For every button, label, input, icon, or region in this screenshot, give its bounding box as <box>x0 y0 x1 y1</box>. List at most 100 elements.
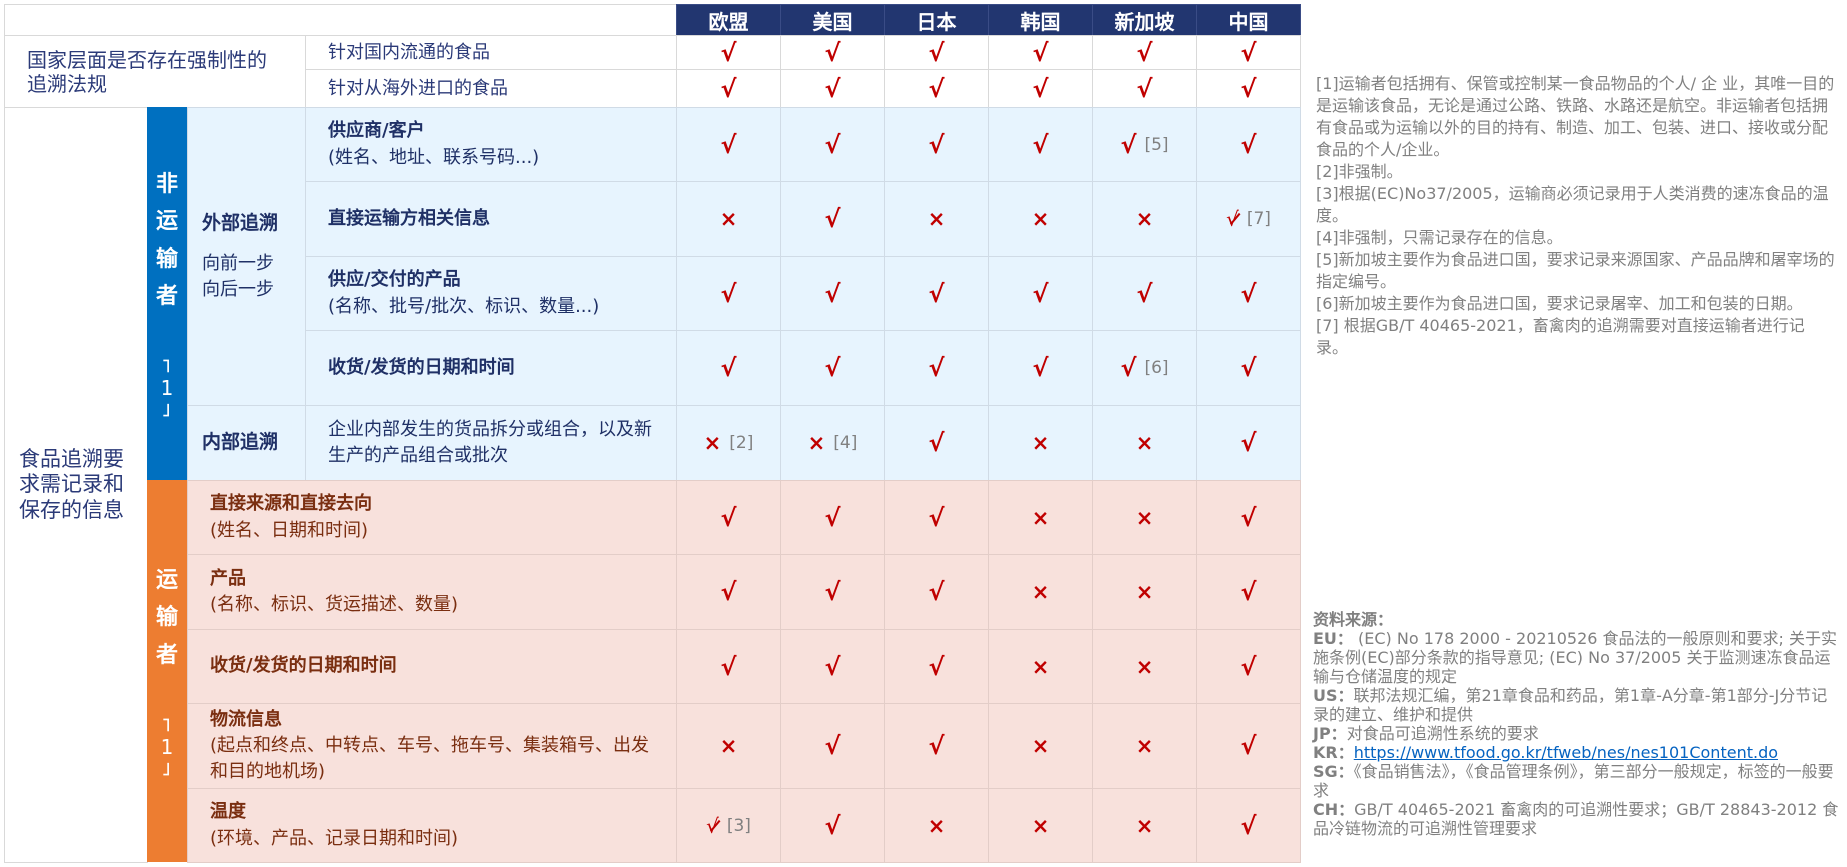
footnote-ref: [4] <box>833 433 858 453</box>
country-label: 欧盟 <box>708 9 749 34</box>
mark-cell: √ <box>988 256 1093 331</box>
footnote: [5]新加坡主要作为食品进口国，要求记录来源国家、产品品牌和屠宰场的指定编号。 <box>1316 250 1835 291</box>
mandatory-label-text: 国家层面是否存在强制性的追溯法规 <box>27 47 267 96</box>
check-icon: √ <box>824 205 841 233</box>
check-icon: √ <box>1136 279 1153 308</box>
cross-icon: × <box>1031 505 1050 530</box>
check-icon: √ <box>1120 130 1137 159</box>
band-ref: 1 <box>160 376 174 401</box>
mark-cell: √ <box>988 35 1093 70</box>
mark-cell: × <box>884 788 989 863</box>
mark-cell: √ <box>1196 330 1301 406</box>
footnote-ref: [7] <box>1246 209 1271 229</box>
check-icon: √ <box>824 503 841 532</box>
source-text: GB/T 40465-2021 畜禽肉的可追溯性要求；GB/T 28843-20… <box>1313 800 1839 838</box>
cross-icon: × <box>927 207 946 231</box>
partial-check-icon: √ <box>1226 207 1239 231</box>
item-detail: (起点和终点、中转点、车号、拖车号、集装箱号、出发和目的地机场) <box>210 734 650 783</box>
mark-cell: √ <box>884 405 989 481</box>
check-icon: √ <box>928 652 945 681</box>
mark-cell: √ <box>1092 69 1197 108</box>
sources: 资料来源： EU： (EC) No 178 2000 - 20210526 食品法… <box>1313 610 1843 838</box>
mark-cell: √ <box>676 69 781 108</box>
non-transporter-row-item: 供应商/客户 (姓名、地址、联系号码...) <box>305 107 677 182</box>
mark-cell: × <box>1092 629 1197 704</box>
mark-cell: √ <box>1196 107 1301 182</box>
check-icon: √ <box>1240 503 1257 532</box>
check-icon: √ <box>720 74 737 103</box>
item-detail: 企业内部发生的货品拆分或组合，以及新生产的产品组合或批次 <box>328 418 652 466</box>
band-label: 非运输者 <box>156 171 179 309</box>
mark-cell: √ <box>988 107 1093 182</box>
source-text: 对食品可追溯性系统的要求 <box>1346 724 1539 743</box>
transporter-row-item: 直接来源和直接去向 (姓名、日期和时间) <box>187 480 677 555</box>
check-icon: √ <box>928 130 945 159</box>
mark-cell: √ <box>780 703 885 789</box>
check-icon: √ <box>928 578 945 606</box>
check-icon: √ <box>1032 354 1049 382</box>
check-icon: √ <box>824 732 841 760</box>
mark-cell: √ <box>1196 788 1301 863</box>
mark-cell: × <box>1092 554 1197 630</box>
country-label: 韩国 <box>1020 9 1061 34</box>
check-icon: √ <box>1032 38 1049 67</box>
mark-cell: × <box>1092 405 1197 481</box>
mark-cell: √ <box>1196 480 1301 555</box>
check-icon: √ <box>928 429 945 457</box>
check-icon: √ <box>720 38 737 67</box>
mark-cell: √ <box>676 629 781 704</box>
check-icon: √ <box>720 354 737 382</box>
footnote: [1]运输者包括拥有、保管或控制某一食品物品的个人/ 企 业，其唯一目的是运输该… <box>1316 74 1835 159</box>
mark-cell: × <box>1092 181 1197 257</box>
check-icon: √ <box>1032 74 1049 103</box>
mark-cell: √ <box>1196 35 1301 70</box>
check-icon: √ <box>928 279 945 308</box>
check-icon: √ <box>824 74 841 103</box>
column-header-1: 美国 <box>780 4 885 36</box>
external-sub: 向前一步 <box>202 253 274 275</box>
country-label: 新加坡 <box>1114 9 1175 34</box>
bracket-close: ⌐ <box>154 760 179 778</box>
check-icon: √ <box>720 652 737 681</box>
mark-cell: √ <box>780 629 885 704</box>
mark-cell: √ <box>780 181 885 257</box>
item-title: 供应/交付的产品 <box>328 269 461 291</box>
mark-cell: √ <box>780 330 885 406</box>
mark-cell: √ [6] <box>1092 330 1197 406</box>
external-trace-label: 外部追溯 向前一步 向后一步 <box>187 107 306 406</box>
cross-icon: × <box>1135 654 1154 679</box>
cross-icon: × <box>1135 734 1154 758</box>
outer-label: 食品追溯要求需记录和保存的信息 <box>4 107 148 863</box>
external-sub: 向后一步 <box>202 279 274 301</box>
mark-cell: √ <box>676 480 781 555</box>
source-key: KR： <box>1313 743 1354 762</box>
source-link[interactable]: https://www.tfood.go.kr/tfweb/nes/nes101… <box>1353 743 1779 762</box>
check-icon: √ <box>824 279 841 308</box>
cross-icon: × <box>1135 505 1154 530</box>
sources-title: 资料来源： <box>1313 610 1394 629</box>
item-detail: (名称、标识、货运描述、数量) <box>210 594 459 615</box>
source-text: 联邦法规汇编，第21章食品和药品，第1章-A分章-第1部分-J分节记录的建立、维… <box>1313 686 1828 724</box>
country-label: 中国 <box>1228 9 1269 34</box>
check-icon: √ <box>824 130 841 159</box>
header-blank <box>4 4 677 36</box>
mark-cell: √ <box>1196 69 1301 108</box>
band-ref: 1 <box>160 735 174 760</box>
footnote: [2]非强制。 <box>1316 162 1403 181</box>
mark-cell: √ <box>780 554 885 630</box>
source-text: (EC) No 178 2000 - 20210526 食品法的一般原则和要求;… <box>1313 629 1838 686</box>
check-icon: √ <box>928 503 945 532</box>
cross-icon: × <box>1031 654 1050 679</box>
partial-check-icon: √ <box>706 813 719 838</box>
check-icon: √ <box>1240 38 1257 67</box>
mark-cell: √ <box>884 107 989 182</box>
mark-cell: √ <box>884 480 989 555</box>
source-item: KR：https://www.tfood.go.kr/tfweb/nes/nes… <box>1313 743 1843 762</box>
mark-cell: √ <box>884 69 989 108</box>
source-key: CH： <box>1313 800 1355 819</box>
check-icon: √ <box>1240 74 1257 103</box>
cross-icon: × <box>719 734 738 758</box>
footnote-ref: [2] <box>729 433 754 453</box>
transporter-row-item: 物流信息 (起点和终点、中转点、车号、拖车号、集装箱号、出发和目的地机场) <box>187 703 677 789</box>
mark-cell: √ <box>780 69 885 108</box>
